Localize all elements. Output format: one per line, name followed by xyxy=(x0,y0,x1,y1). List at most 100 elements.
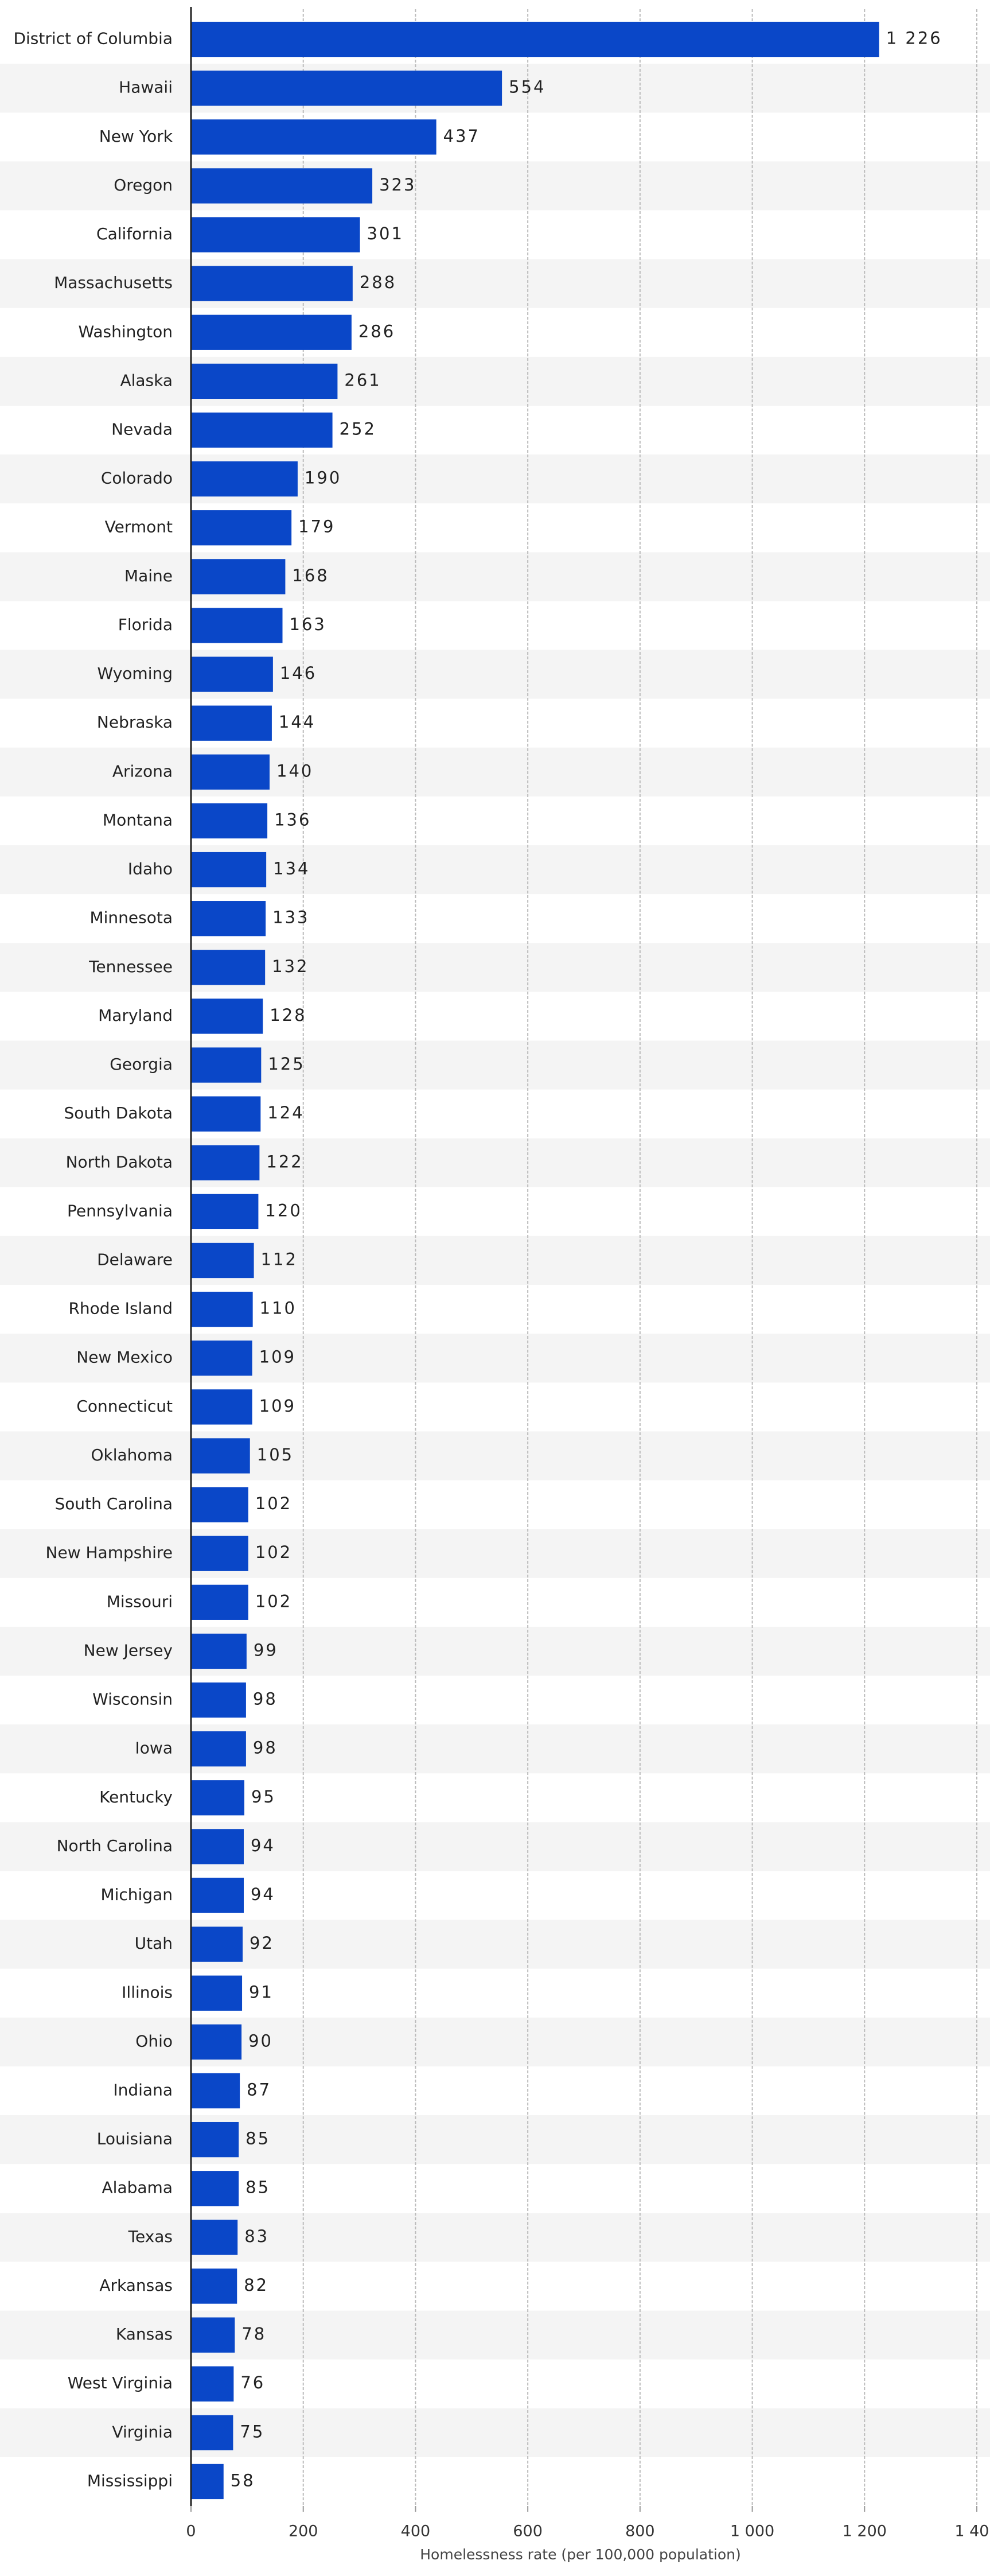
y-tick-label: Florida xyxy=(118,615,173,634)
value-label: 125 xyxy=(268,1054,305,1074)
x-tick-label: 200 xyxy=(289,2523,318,2540)
row-band xyxy=(0,1235,990,1285)
y-tick-label: South Carolina xyxy=(55,1494,173,1513)
row-band xyxy=(0,1334,990,1383)
bar xyxy=(191,852,267,888)
y-tick-label: District of Columbia xyxy=(13,29,173,48)
bar xyxy=(191,314,352,350)
bar xyxy=(191,998,263,1034)
row-band xyxy=(0,2115,990,2165)
value-label: 133 xyxy=(272,908,309,927)
y-tick-label: Utah xyxy=(135,1934,173,1953)
value-label: 437 xyxy=(443,126,480,146)
y-tick-label: New York xyxy=(99,127,173,146)
row-band xyxy=(0,747,990,796)
bar xyxy=(191,461,298,497)
value-label: 90 xyxy=(248,2031,273,2050)
value-label: 58 xyxy=(231,2470,255,2490)
bar xyxy=(191,1682,246,1718)
bar xyxy=(191,1438,250,1474)
y-tick-label: Hawaii xyxy=(119,78,173,97)
value-label: 288 xyxy=(360,273,396,292)
value-label: 112 xyxy=(261,1250,298,1269)
value-label: 85 xyxy=(245,2178,270,2197)
bar xyxy=(191,803,268,839)
y-tick-label: Oklahoma xyxy=(91,1446,173,1464)
bar xyxy=(191,1194,259,1230)
row-band xyxy=(0,1040,990,1090)
y-tick-label: Iowa xyxy=(135,1739,173,1758)
x-tick-label: 800 xyxy=(625,2523,655,2540)
bar xyxy=(191,21,879,57)
value-label: 122 xyxy=(266,1152,303,1171)
bar xyxy=(191,412,333,448)
bar xyxy=(191,1584,248,1620)
row-band xyxy=(0,161,990,211)
bar xyxy=(191,71,502,106)
row-band xyxy=(0,1626,990,1676)
value-label: 102 xyxy=(255,1543,292,1562)
y-tick-label: New Mexico xyxy=(76,1348,173,1367)
bar xyxy=(191,2415,233,2450)
y-tick-label: Oregon xyxy=(114,176,173,195)
y-tick-label: Texas xyxy=(128,2227,173,2246)
bar xyxy=(191,510,292,546)
bar xyxy=(191,1829,244,1864)
value-label: 83 xyxy=(244,2227,269,2246)
value-label: 94 xyxy=(251,1836,275,1855)
value-label: 120 xyxy=(265,1200,302,1220)
bar xyxy=(191,1975,243,2011)
row-band xyxy=(0,1822,990,1871)
value-label: 124 xyxy=(267,1103,304,1122)
value-label: 301 xyxy=(367,224,404,243)
y-tick-label: Arizona xyxy=(112,761,173,780)
y-tick-label: North Dakota xyxy=(66,1152,173,1171)
value-label: 252 xyxy=(340,419,376,439)
value-label: 94 xyxy=(251,1885,275,1904)
bar xyxy=(191,1536,248,1571)
y-tick-label: Michigan xyxy=(100,1885,173,1904)
bar xyxy=(191,1878,244,1913)
y-tick-label: Connecticut xyxy=(76,1397,173,1416)
y-tick-label: South Dakota xyxy=(64,1104,173,1122)
bar xyxy=(191,608,283,643)
value-label: 163 xyxy=(290,615,326,634)
value-label: 179 xyxy=(298,517,335,537)
bar xyxy=(191,1633,247,1669)
bar xyxy=(191,1341,252,1376)
bar xyxy=(191,1389,252,1425)
value-label: 109 xyxy=(259,1396,296,1416)
x-axis-title: Homelessness rate (per 100,000 populatio… xyxy=(420,2546,741,2563)
bar xyxy=(191,2464,224,2500)
y-tick-label: Maine xyxy=(124,566,173,585)
value-label: 168 xyxy=(292,566,329,585)
y-tick-label: Washington xyxy=(78,322,173,341)
row-band xyxy=(0,650,990,699)
bar xyxy=(191,266,353,301)
value-label: 128 xyxy=(270,1005,306,1025)
bar xyxy=(191,363,338,399)
bar xyxy=(191,559,286,595)
value-label: 146 xyxy=(280,663,317,683)
y-tick-label: New Jersey xyxy=(84,1641,173,1660)
value-label: 76 xyxy=(240,2373,265,2392)
y-tick-label: Montana xyxy=(103,810,173,829)
bar xyxy=(191,168,373,204)
y-tick-label: Minnesota xyxy=(89,908,173,927)
bar xyxy=(191,1047,262,1083)
bar xyxy=(191,901,266,937)
y-tick-label: Kansas xyxy=(116,2325,173,2344)
value-label: 87 xyxy=(247,2080,271,2100)
value-label: 190 xyxy=(305,468,341,488)
value-label: 105 xyxy=(257,1445,294,1464)
row-band xyxy=(0,1431,990,1481)
y-tick-label: Alaska xyxy=(120,371,173,390)
bar xyxy=(191,2220,238,2255)
value-label: 323 xyxy=(379,175,416,195)
value-label: 110 xyxy=(260,1299,297,1318)
x-tick-label: 0 xyxy=(186,2523,196,2540)
row-band xyxy=(0,2310,990,2360)
value-label: 95 xyxy=(251,1787,276,1806)
y-tick-label: Pennsylvania xyxy=(67,1201,173,1220)
